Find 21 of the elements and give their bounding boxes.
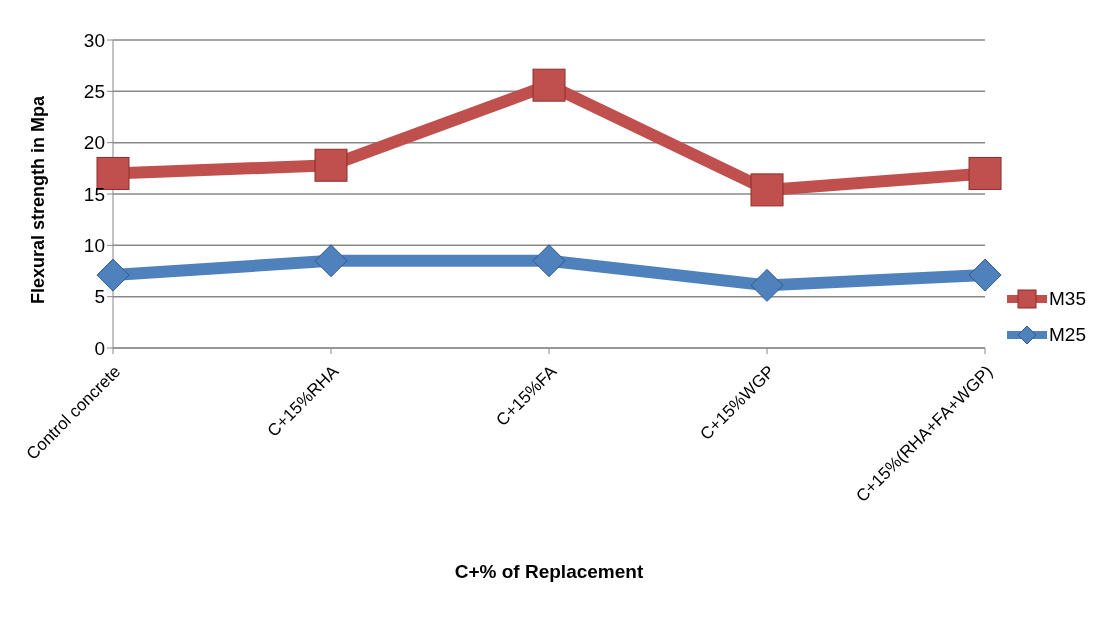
legend-label: M35	[1049, 288, 1086, 310]
y-tick-label: 10	[83, 235, 105, 257]
point	[750, 173, 784, 207]
y-tick-label: 0	[94, 337, 105, 359]
point	[968, 258, 1002, 292]
y-tick-label: 5	[94, 286, 105, 308]
point	[314, 148, 348, 182]
point	[96, 156, 130, 190]
y-tick-label: 20	[83, 132, 105, 154]
legend-label: M25	[1049, 324, 1086, 346]
y-tick-label: 25	[83, 81, 105, 103]
point	[532, 68, 566, 102]
x-axis-title: C+% of Replacement	[454, 561, 644, 582]
y-tick-label: 15	[83, 183, 105, 205]
point	[968, 156, 1002, 190]
point	[532, 244, 566, 278]
y-axis-title: Flexural strength in Mpa	[28, 94, 49, 304]
point	[314, 244, 348, 278]
point	[96, 258, 130, 292]
point	[750, 268, 784, 302]
y-tick-label: 30	[83, 29, 105, 51]
